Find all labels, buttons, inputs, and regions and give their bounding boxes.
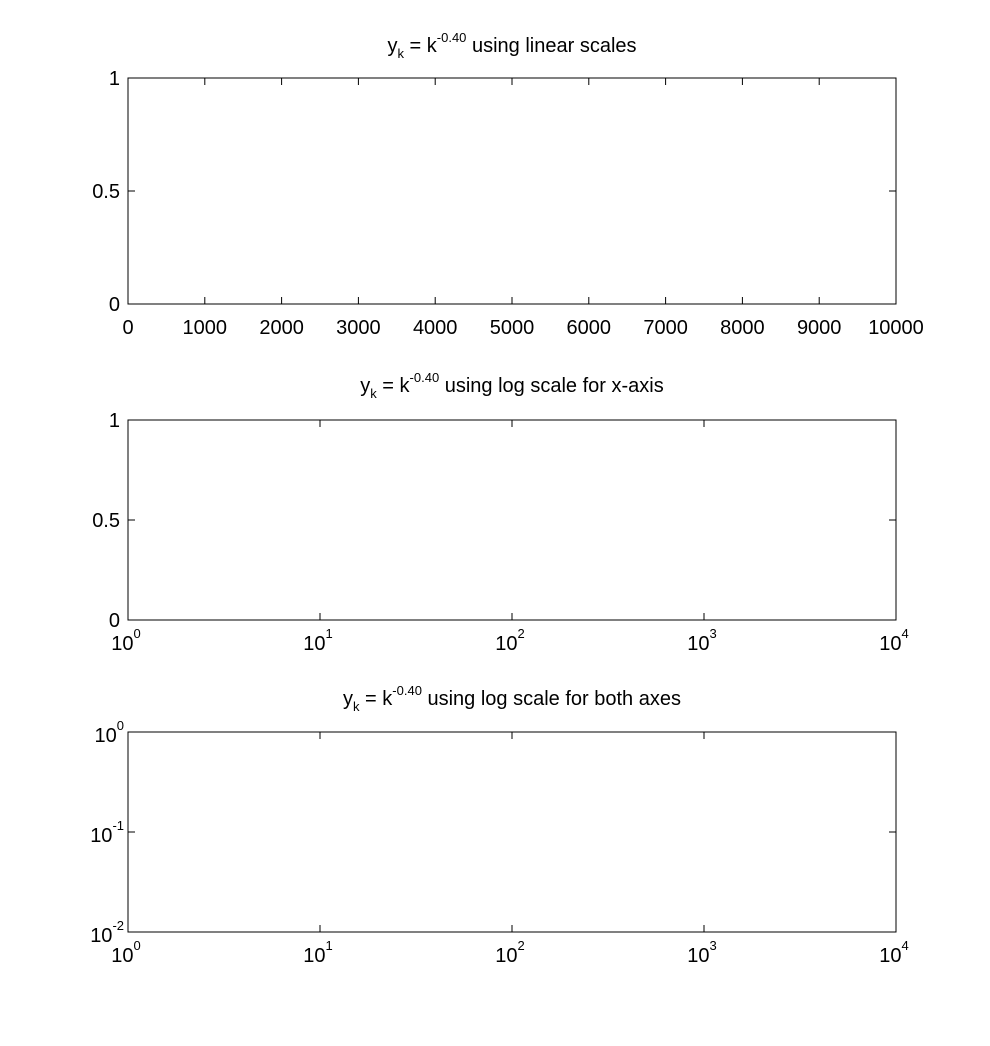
chart-title: yk = k-0.40 using linear scales <box>387 30 636 61</box>
y-tick-label-exponent: -1 <box>112 818 124 833</box>
y-tick-label: 0.5 <box>92 181 120 203</box>
y-tick-label: 10-1 <box>90 818 124 847</box>
plot-frame <box>127 731 897 933</box>
x-tick-label-base: 10 <box>879 945 901 967</box>
x-tick-label: 8000 <box>720 317 765 339</box>
y-tick-label-base: 10 <box>95 725 117 747</box>
chart-title-subscript: k <box>370 386 377 401</box>
chart-title-superscript: -0.40 <box>437 30 467 45</box>
x-tick-label-exponent: 1 <box>326 626 333 641</box>
chart-panel-1: 0 1000 2000 3000 4000 5000 6000 7000 8000 9000 100… <box>92 30 924 339</box>
x-tick-label: 100 <box>111 938 140 967</box>
x-tick-label-exponent: 0 <box>134 626 141 641</box>
x-tick-label-exponent: 3 <box>710 626 717 641</box>
chart-title-mid: = k <box>404 35 438 57</box>
chart-title-base: y <box>360 375 370 397</box>
x-tick-label-exponent: 2 <box>518 626 525 641</box>
plot-frame <box>127 77 897 305</box>
x-tick-label: 0 <box>122 317 133 339</box>
x-tick-label: 3000 <box>336 317 381 339</box>
y-tick-label-exponent: -2 <box>112 918 124 933</box>
x-tick-label-exponent: 4 <box>902 626 909 641</box>
x-tick-label-base: 10 <box>303 945 325 967</box>
x-tick-label: 103 <box>687 626 716 655</box>
x-tick-label: 7000 <box>643 317 688 339</box>
chart-title: yk = k-0.40 using log scale for x-axis <box>360 370 663 401</box>
chart-title-subscript: k <box>353 699 360 714</box>
x-tick-label: 1000 <box>183 317 228 339</box>
y-tick-label: 1 <box>109 68 120 90</box>
chart-title: yk = k-0.40 using log scale for both axe… <box>343 683 681 714</box>
x-tick-label: 6000 <box>567 317 612 339</box>
x-tick-label-base: 10 <box>687 633 709 655</box>
x-tick-label: 104 <box>879 938 908 967</box>
chart-title-mid: = k <box>360 688 394 710</box>
x-tick-label: 4000 <box>413 317 458 339</box>
x-tick-label: 5000 <box>490 317 535 339</box>
y-tick-label: 0 <box>109 610 120 632</box>
chart-title-superscript: -0.40 <box>392 683 422 698</box>
x-tick-label-exponent: 1 <box>326 938 333 953</box>
y-tick-label: 0 <box>109 294 120 316</box>
x-tick-label-base: 10 <box>879 633 901 655</box>
x-tick-label: 103 <box>687 938 716 967</box>
y-tick-label: 10-2 <box>90 918 124 947</box>
x-tick-label-exponent: 3 <box>710 938 717 953</box>
x-tick-label-exponent: 0 <box>134 938 141 953</box>
x-tick-label: 101 <box>303 626 332 655</box>
y-tick-label-exponent: 0 <box>117 718 124 733</box>
chart-title-base: y <box>387 35 397 57</box>
chart-title-base: y <box>343 688 353 710</box>
x-tick-label: 10000 <box>868 317 924 339</box>
chart-title-rest: using linear scales <box>466 35 636 57</box>
x-tick-label: 101 <box>303 938 332 967</box>
y-tick-label: 100 <box>95 718 124 747</box>
x-tick-label-base: 10 <box>495 945 517 967</box>
x-tick-label-base: 10 <box>687 945 709 967</box>
chart-title-rest: using log scale for x-axis <box>439 375 664 397</box>
x-tick-label-base: 10 <box>111 633 133 655</box>
x-tick-label: 9000 <box>797 317 842 339</box>
y-tick-label: 0.5 <box>92 510 120 532</box>
chart-title-superscript: -0.40 <box>410 370 440 385</box>
x-tick-label-base: 10 <box>495 633 517 655</box>
chart-title-subscript: k <box>397 46 404 61</box>
x-tick-label: 104 <box>879 626 908 655</box>
x-tick-label-exponent: 2 <box>518 938 525 953</box>
plot-frame <box>127 419 897 621</box>
y-tick-label-base: 10 <box>90 925 112 947</box>
x-tick-label: 100 <box>111 626 140 655</box>
chart-title-rest: using log scale for both axes <box>422 688 681 710</box>
x-tick-label: 102 <box>495 938 524 967</box>
y-tick-label-base: 10 <box>90 825 112 847</box>
x-tick-label-base: 10 <box>111 945 133 967</box>
y-tick-label: 1 <box>109 410 120 432</box>
x-tick-label: 102 <box>495 626 524 655</box>
x-tick-label-exponent: 4 <box>902 938 909 953</box>
chart-title-mid: = k <box>377 375 411 397</box>
x-tick-label-base: 10 <box>303 633 325 655</box>
x-tick-label: 2000 <box>259 317 304 339</box>
